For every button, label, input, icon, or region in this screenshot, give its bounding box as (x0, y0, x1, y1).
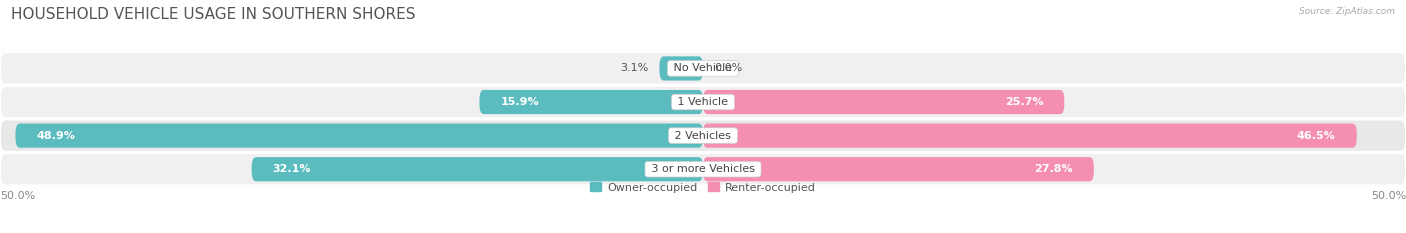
FancyBboxPatch shape (0, 120, 1406, 152)
FancyBboxPatch shape (0, 153, 1406, 185)
Text: 15.9%: 15.9% (501, 97, 538, 107)
Legend: Owner-occupied, Renter-occupied: Owner-occupied, Renter-occupied (586, 178, 820, 197)
Text: 46.5%: 46.5% (1296, 131, 1336, 141)
FancyBboxPatch shape (0, 86, 1406, 118)
Text: 1 Vehicle: 1 Vehicle (675, 97, 731, 107)
FancyBboxPatch shape (0, 52, 1406, 85)
Text: 50.0%: 50.0% (1371, 191, 1406, 201)
Text: 0.0%: 0.0% (714, 63, 742, 73)
Text: 25.7%: 25.7% (1005, 97, 1043, 107)
Text: No Vehicle: No Vehicle (671, 63, 735, 73)
FancyBboxPatch shape (659, 56, 703, 81)
Text: Source: ZipAtlas.com: Source: ZipAtlas.com (1299, 7, 1395, 16)
Text: 50.0%: 50.0% (0, 191, 35, 201)
FancyBboxPatch shape (703, 123, 1357, 148)
Text: 3 or more Vehicles: 3 or more Vehicles (648, 164, 758, 174)
Text: 2 Vehicles: 2 Vehicles (671, 131, 735, 141)
FancyBboxPatch shape (703, 157, 1094, 181)
Text: 3.1%: 3.1% (620, 63, 648, 73)
FancyBboxPatch shape (252, 157, 703, 181)
Text: 48.9%: 48.9% (37, 131, 76, 141)
FancyBboxPatch shape (703, 90, 1064, 114)
Text: HOUSEHOLD VEHICLE USAGE IN SOUTHERN SHORES: HOUSEHOLD VEHICLE USAGE IN SOUTHERN SHOR… (11, 7, 416, 22)
Text: 27.8%: 27.8% (1035, 164, 1073, 174)
FancyBboxPatch shape (479, 90, 703, 114)
Text: 32.1%: 32.1% (273, 164, 311, 174)
FancyBboxPatch shape (15, 123, 703, 148)
